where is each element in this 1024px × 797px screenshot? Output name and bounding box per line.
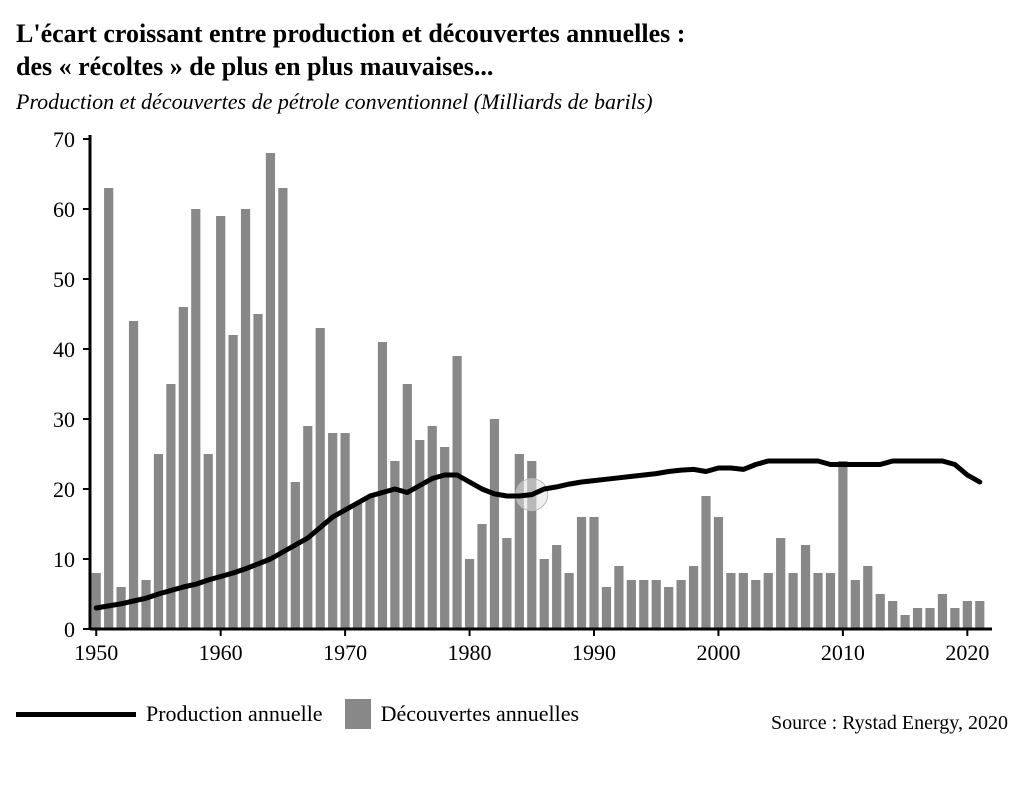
- bar: [913, 608, 922, 629]
- bar: [515, 454, 524, 629]
- bar: [627, 580, 636, 629]
- bar: [428, 426, 437, 629]
- bar: [341, 433, 350, 629]
- x-tick-label: 2020: [945, 640, 989, 665]
- y-tick-label: 10: [53, 547, 75, 572]
- bar: [577, 517, 586, 629]
- bar: [403, 384, 412, 629]
- chart-svg: 0 10 20 30 40 50 60 70 1950 1960 1970 1980 1990 2000 2…: [16, 129, 1006, 689]
- x-tick-label: 1970: [323, 640, 367, 665]
- bar: [291, 482, 300, 629]
- bar: [229, 335, 238, 629]
- bar: [751, 580, 760, 629]
- x-tick-label: 1980: [448, 640, 492, 665]
- y-tick-label: 60: [53, 197, 75, 222]
- legend-label-production: Production annuelle: [146, 701, 323, 727]
- bar: [614, 566, 623, 629]
- bar: [92, 573, 101, 629]
- bar: [453, 356, 462, 629]
- bar: [216, 216, 225, 629]
- title-line-2: des « récoltes » de plus en plus mauvais…: [16, 52, 493, 81]
- x-tick-label: 2000: [696, 640, 740, 665]
- bar: [390, 461, 399, 629]
- bar: [490, 419, 499, 629]
- chart-title: L'écart croissant entre production et dé…: [16, 18, 1008, 83]
- bar: [726, 573, 735, 629]
- bar: [801, 545, 810, 629]
- source-text: Source : Rystad Energy, 2020: [771, 712, 1008, 735]
- x-tick-label: 1950: [74, 640, 118, 665]
- bar: [901, 615, 910, 629]
- bar: [652, 580, 661, 629]
- bar: [502, 538, 511, 629]
- bar: [191, 209, 200, 629]
- bar: [876, 594, 885, 629]
- bar: [701, 496, 710, 629]
- bar: [477, 524, 486, 629]
- bar: [117, 587, 126, 629]
- bar: [950, 608, 959, 629]
- bar: [689, 566, 698, 629]
- x-tick-label: 2010: [821, 640, 865, 665]
- bar: [863, 566, 872, 629]
- legend-bar-icon: [345, 699, 371, 729]
- bar: [328, 433, 337, 629]
- bar: [204, 454, 213, 629]
- bar: [253, 314, 262, 629]
- y-tick-label: 70: [53, 129, 75, 152]
- bar: [838, 461, 847, 629]
- legend-item-discoveries: Découvertes annuelles: [345, 699, 580, 729]
- bar: [963, 601, 972, 629]
- bar: [776, 538, 785, 629]
- chart-area: 0 10 20 30 40 50 60 70 1950 1960 1970 1980 1990 2000 2…: [16, 129, 1008, 689]
- bar: [589, 517, 598, 629]
- bar: [565, 573, 574, 629]
- bar: [789, 573, 798, 629]
- bar: [764, 573, 773, 629]
- bar: [639, 580, 648, 629]
- bar: [353, 503, 362, 629]
- bar: [415, 440, 424, 629]
- bar: [602, 587, 611, 629]
- bar: [141, 580, 150, 629]
- bar: [925, 608, 934, 629]
- bar: [851, 580, 860, 629]
- bar: [129, 321, 138, 629]
- bar: [365, 496, 374, 629]
- y-tick-label: 50: [53, 267, 75, 292]
- bar: [104, 188, 113, 629]
- bar: [938, 594, 947, 629]
- bar: [154, 454, 163, 629]
- bar: [739, 573, 748, 629]
- bar: [278, 188, 287, 629]
- bar: [975, 601, 984, 629]
- bar: [664, 587, 673, 629]
- bar: [813, 573, 822, 629]
- legend-line-icon: [16, 712, 136, 717]
- legend-label-discoveries: Découvertes annuelles: [381, 701, 580, 727]
- x-tick-label: 1960: [199, 640, 243, 665]
- bar: [552, 545, 561, 629]
- chart-subtitle: Production et découvertes de pétrole con…: [16, 89, 1008, 115]
- bar: [465, 559, 474, 629]
- bar: [303, 426, 312, 629]
- y-tick-label: 40: [53, 337, 75, 362]
- bar: [888, 601, 897, 629]
- bar: [714, 517, 723, 629]
- title-line-1: L'écart croissant entre production et dé…: [16, 19, 685, 48]
- bar: [540, 559, 549, 629]
- x-tick-label: 1990: [572, 640, 616, 665]
- bar: [378, 342, 387, 629]
- bar: [179, 307, 188, 629]
- y-tick-label: 30: [53, 407, 75, 432]
- bar: [316, 328, 325, 629]
- bar: [826, 573, 835, 629]
- bar: [677, 580, 686, 629]
- y-tick-label: 0: [64, 617, 75, 642]
- y-tick-label: 20: [53, 477, 75, 502]
- legend-item-production: Production annuelle: [16, 701, 323, 727]
